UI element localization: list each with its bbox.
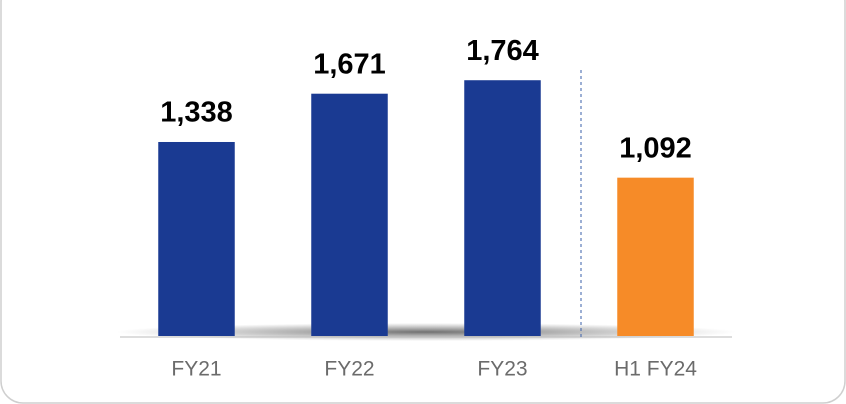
x-tick-label: FY23 [477, 358, 527, 381]
x-tick-label: FY21 [171, 358, 221, 381]
bar [617, 177, 694, 336]
bar [464, 80, 541, 336]
value-label: 1,338 [160, 97, 233, 129]
value-label: 1,671 [313, 48, 386, 80]
value-label: 1,092 [619, 132, 692, 164]
top-shadow [3, 0, 843, 40]
bar [311, 93, 388, 336]
x-tick-label: H1 FY24 [614, 358, 697, 381]
x-tick-label: FY22 [324, 358, 374, 381]
bar [158, 141, 235, 336]
value-label: 1,764 [466, 35, 539, 67]
